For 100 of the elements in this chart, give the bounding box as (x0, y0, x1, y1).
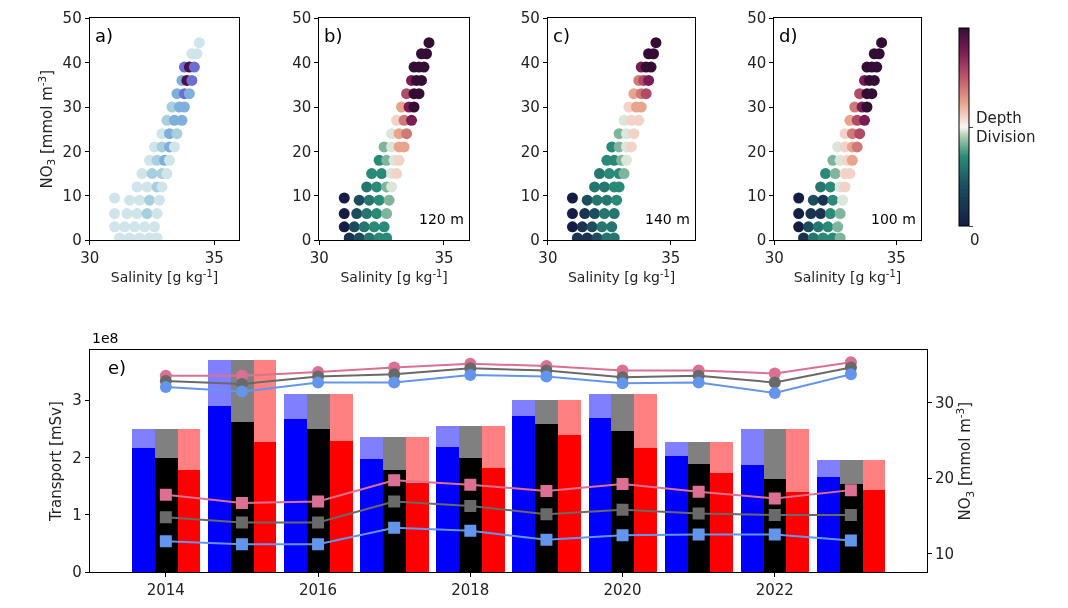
annotation: a) (95, 25, 114, 46)
annotation: e) (108, 357, 127, 378)
point (363, 194, 375, 206)
bar (588, 418, 611, 573)
point (815, 181, 827, 193)
point (386, 181, 398, 193)
bar (481, 426, 505, 469)
point (815, 208, 827, 220)
point (566, 208, 578, 220)
point (598, 181, 610, 193)
bar (862, 490, 885, 573)
bar (785, 429, 809, 493)
point (844, 368, 857, 381)
point (423, 37, 435, 49)
bar (763, 429, 786, 480)
bar (511, 416, 535, 573)
point (464, 524, 477, 537)
point (109, 221, 121, 233)
point (824, 208, 836, 220)
y-tick-label: 0 (72, 563, 82, 582)
bar (633, 448, 657, 573)
bar (610, 394, 634, 432)
bar (633, 394, 657, 449)
bar (131, 448, 155, 573)
picture-colorbar: Depth Division (958, 27, 1036, 227)
point (171, 128, 183, 140)
y-tick-label: 0 (756, 231, 767, 250)
point (401, 128, 413, 140)
annotation: c) (553, 25, 570, 46)
point (540, 533, 553, 546)
point (464, 478, 477, 491)
point (119, 221, 131, 233)
point (793, 208, 805, 220)
point (650, 37, 662, 49)
point (388, 521, 401, 534)
annotation: d) (779, 25, 798, 46)
point (603, 168, 615, 180)
y2-tick-label: 20 (935, 469, 955, 488)
point (822, 221, 834, 233)
annotation: 100 m (871, 211, 916, 227)
point (312, 495, 325, 508)
point (136, 168, 148, 180)
y-axis-title: Transport [mSv] (47, 401, 66, 523)
point (348, 221, 360, 233)
point (383, 194, 395, 206)
point (371, 208, 383, 220)
point (802, 221, 814, 233)
point (121, 208, 133, 220)
point (368, 221, 380, 233)
y2-tick-label: 30 (935, 394, 955, 413)
point (388, 474, 401, 487)
bar (534, 400, 558, 425)
point (589, 181, 601, 193)
point (581, 232, 593, 241)
point (625, 141, 637, 153)
bar (405, 437, 429, 484)
point (579, 208, 591, 220)
point (591, 232, 603, 241)
point (168, 141, 180, 153)
y-tick-label: 40 (747, 53, 767, 72)
point (464, 369, 477, 382)
point (601, 194, 613, 206)
point (598, 208, 610, 220)
point (606, 221, 618, 233)
y-tick-label: 50 (520, 9, 540, 28)
y-tick-label: 40 (292, 53, 312, 72)
x-tick-label: 2018 (451, 581, 490, 600)
bar (329, 394, 353, 442)
point (141, 181, 153, 193)
point (844, 534, 857, 547)
y-tick-label: 20 (520, 142, 540, 161)
bar (359, 437, 383, 460)
point (692, 376, 705, 389)
y-tick-label: 10 (292, 187, 312, 206)
point (109, 192, 121, 204)
point (854, 128, 866, 140)
bar (359, 459, 383, 573)
point (820, 168, 832, 180)
bar (177, 470, 200, 573)
point (186, 74, 198, 86)
y-tick-label: 30 (747, 98, 767, 117)
bar (511, 400, 535, 417)
point (371, 181, 383, 193)
bar (481, 468, 505, 573)
y-tick-label: 3 (72, 391, 82, 410)
bar (253, 442, 276, 573)
point (373, 194, 385, 206)
x-axis-title: Salinity [g kg$^{-1}$] (793, 267, 902, 286)
y-tick-label: 40 (62, 53, 82, 72)
y-tick-label: 0 (72, 231, 82, 250)
point (353, 232, 365, 241)
point (540, 484, 553, 497)
point (620, 154, 632, 166)
x-axis-title: Salinity [g kg$^{-1}$] (340, 267, 448, 286)
point (338, 221, 350, 233)
point (566, 221, 578, 233)
point (361, 181, 373, 193)
x-tick-label: 35 (661, 249, 681, 268)
bar (382, 437, 406, 471)
bar (709, 442, 733, 474)
